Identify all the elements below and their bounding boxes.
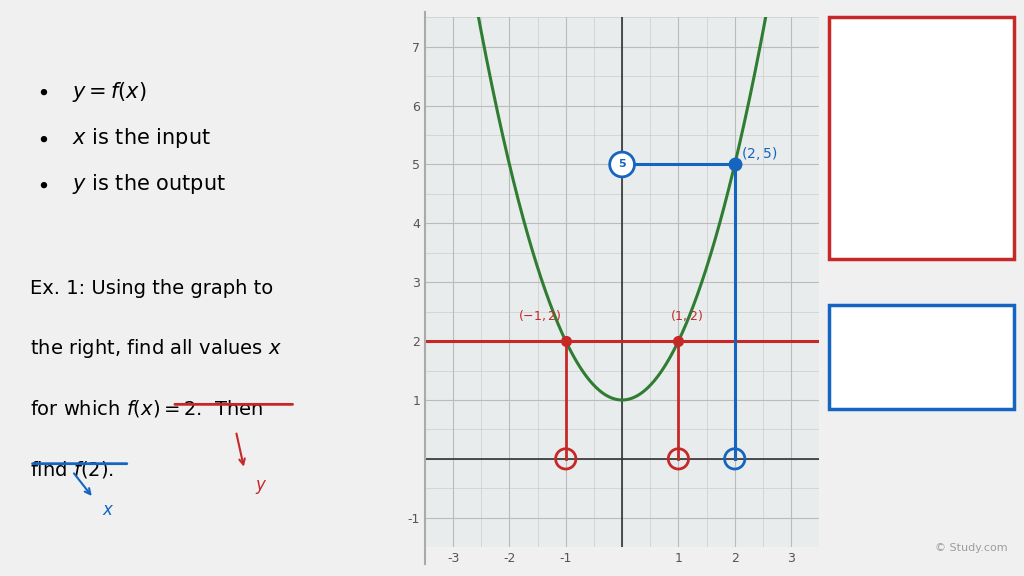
Text: © Study.com: © Study.com [935, 543, 1008, 553]
FancyBboxPatch shape [829, 305, 1014, 409]
Text: $(-1, 2)$: $(-1, 2)$ [518, 309, 561, 324]
Text: f(x) = 2: f(x) = 2 [848, 44, 906, 59]
Text: the right, find all values $x$: the right, find all values $x$ [30, 337, 282, 360]
Text: when: when [848, 96, 889, 111]
Text: x = 1: x = 1 [848, 188, 889, 203]
Text: for which $f(x) = 2$.  Then: for which $f(x) = 2$. Then [30, 399, 263, 419]
Text: Ex. 1: Using the graph to: Ex. 1: Using the graph to [30, 279, 273, 297]
Text: $(1, 2)$: $(1, 2)$ [670, 309, 702, 324]
Text: find $f(2)$.: find $f(2)$. [30, 459, 114, 480]
Text: $\bullet$: $\bullet$ [37, 175, 48, 194]
FancyBboxPatch shape [829, 17, 1014, 259]
Text: $y$ is the output: $y$ is the output [73, 172, 226, 196]
Text: $x$ is the input: $x$ is the input [73, 126, 211, 150]
Text: $y$: $y$ [255, 478, 267, 496]
Text: f(2) = 5: f(2) = 5 [884, 348, 959, 366]
Text: x = -1 or: x = -1 or [848, 142, 915, 157]
Ellipse shape [609, 152, 635, 177]
Text: $\bullet$: $\bullet$ [37, 128, 48, 148]
Text: $\bullet$: $\bullet$ [37, 82, 48, 102]
Text: $x$: $x$ [102, 501, 115, 519]
Text: $(2, 5)$: $(2, 5)$ [741, 145, 778, 161]
Text: $y = f(x)$: $y = f(x)$ [73, 80, 146, 104]
Text: 5: 5 [618, 160, 626, 169]
